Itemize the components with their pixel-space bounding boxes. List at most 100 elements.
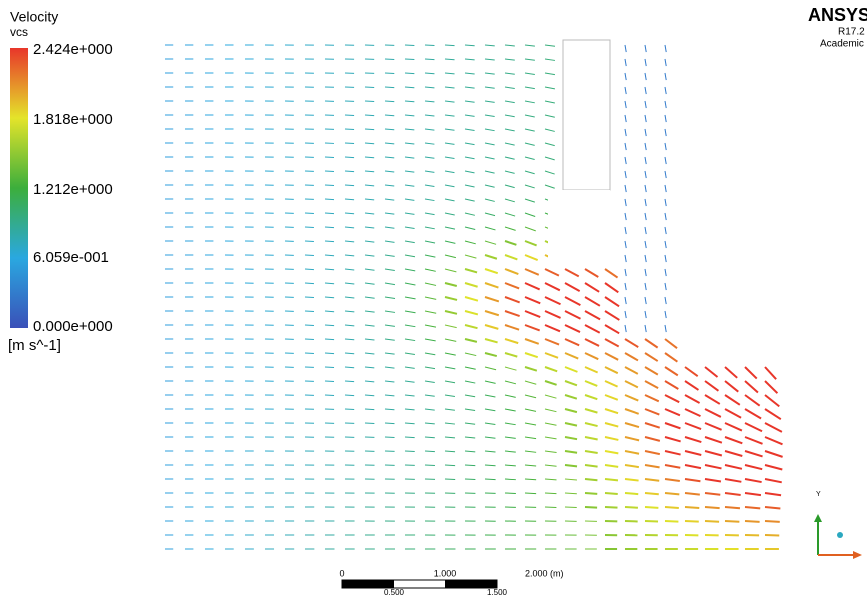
vector-field [164,44,783,550]
vector [404,142,415,145]
vector [504,380,517,385]
vector [664,142,667,151]
vector [664,86,667,95]
vector [404,296,416,300]
vector [604,436,619,441]
vector [644,436,661,442]
vector [524,310,541,318]
vector [364,226,375,229]
vector [644,212,647,221]
vector [624,324,627,333]
vector [424,408,435,411]
vector [444,142,455,145]
vector [324,254,335,257]
vector [724,478,742,483]
vector [744,422,763,433]
vector [484,72,495,75]
vector [744,366,758,380]
vector [744,380,759,394]
vector [624,366,639,375]
vector [464,450,476,453]
vector [644,366,659,376]
vector [364,100,375,103]
vector [484,450,496,453]
vector [624,338,639,348]
vector [504,254,518,261]
vector [724,408,742,419]
vector [704,450,723,457]
vector [464,478,476,481]
vector [484,100,495,103]
vector [524,450,537,453]
vector [364,366,375,369]
vector [544,72,556,76]
triad-label: Y [816,491,821,498]
vector [624,380,639,389]
vector [504,324,520,331]
vector [684,380,699,391]
outer-region [680,40,800,360]
vector [764,436,783,446]
vector [584,380,598,387]
vector [444,58,455,61]
vector [624,170,627,179]
vector [324,380,335,383]
vector [404,58,415,61]
vector [624,464,640,469]
vector [564,324,581,333]
vector [384,408,395,411]
vector [344,268,355,271]
vector [644,506,659,509]
vector [644,268,647,277]
vector [484,142,495,146]
vector [344,366,355,369]
vector [404,394,415,397]
vector [444,170,455,174]
vector [424,114,435,117]
vector [704,422,722,431]
vector [504,156,515,160]
vector [524,478,537,481]
vector [644,86,647,95]
vector [424,366,436,370]
vector [344,394,355,397]
vector [344,198,355,201]
vector [724,492,741,496]
vector [384,310,396,313]
vector [384,184,395,187]
vector [544,170,555,175]
vector [504,44,515,47]
vector [524,170,535,175]
vector [364,268,375,271]
vector [664,58,667,67]
vector [504,86,515,89]
logo-edition: Academic [820,39,864,50]
vector [524,86,535,90]
vector [424,268,436,272]
vector [584,450,598,455]
vector [444,464,456,467]
vector [404,128,415,131]
vector [424,44,435,47]
vector [344,170,355,173]
vector [404,380,415,383]
vector [544,380,557,386]
vector [344,338,355,341]
vector [484,478,496,481]
vector [344,226,355,229]
vector [564,492,577,495]
vector [424,100,435,103]
vector [644,44,647,53]
vector [524,366,538,372]
vector [544,100,555,104]
vector [404,422,415,425]
vector [444,114,455,117]
vector [544,282,561,292]
vector [364,170,375,173]
triad-z [837,532,843,538]
vector [384,240,395,243]
vector [404,198,415,201]
vector [524,254,539,262]
vector [444,282,458,287]
vector [604,478,619,482]
